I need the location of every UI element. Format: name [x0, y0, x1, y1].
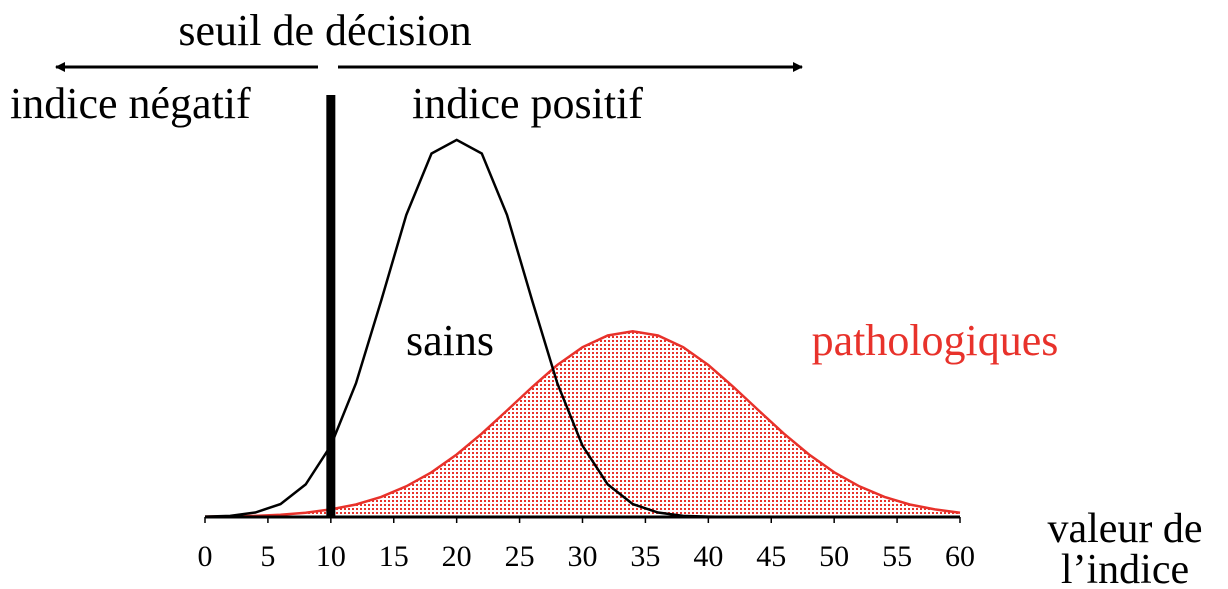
- x-tick-label: 50: [819, 540, 849, 573]
- x-tick-label: 15: [379, 540, 409, 573]
- series-label: sains: [406, 316, 494, 365]
- x-axis-label: valeur de: [1047, 506, 1202, 552]
- x-tick-label: 55: [882, 540, 912, 573]
- x-tick-label: 60: [945, 540, 975, 573]
- x-tick-label: 30: [568, 540, 598, 573]
- chart-title: seuil de décision: [178, 6, 471, 55]
- x-tick-label: 25: [505, 540, 535, 573]
- x-tick-label: 0: [198, 540, 213, 573]
- threshold-bar: [326, 95, 336, 517]
- x-tick-label: 45: [756, 540, 786, 573]
- x-tick-label: 10: [316, 540, 346, 573]
- x-tick-label: 5: [260, 540, 275, 573]
- x-axis-label: l’indice: [1061, 547, 1189, 589]
- area: [205, 331, 960, 517]
- series-label: pathologiques: [812, 316, 1059, 365]
- right-label: indice positif: [412, 79, 643, 128]
- x-tick-label: 40: [693, 540, 723, 573]
- x-tick-label: 35: [630, 540, 660, 573]
- x-tick-label: 20: [442, 540, 472, 573]
- left-label: indice négatif: [10, 79, 251, 128]
